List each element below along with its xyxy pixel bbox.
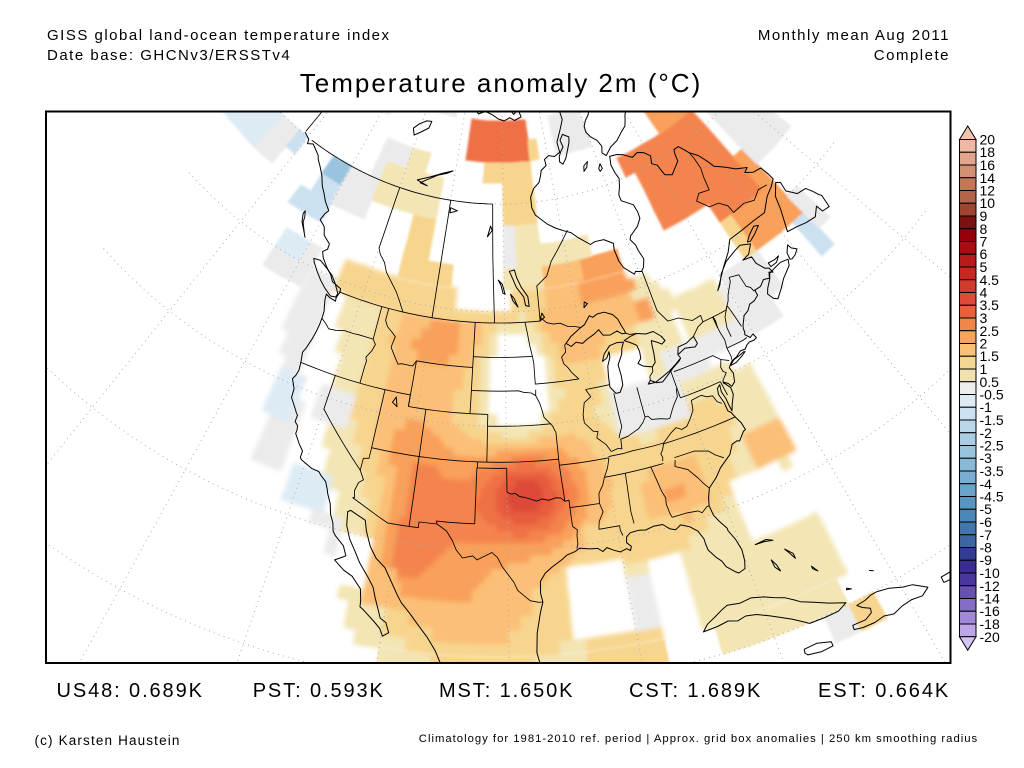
- svg-text:-7: -7: [980, 527, 993, 543]
- svg-text:-14: -14: [980, 591, 1000, 607]
- svg-text:-16: -16: [980, 603, 1000, 619]
- svg-text:-3.5: -3.5: [980, 463, 1004, 479]
- svg-text:16: 16: [980, 157, 996, 173]
- svg-text:-3: -3: [980, 450, 993, 466]
- svg-text:4.5: 4.5: [980, 272, 1000, 288]
- svg-text:9: 9: [980, 208, 988, 224]
- svg-text:-4: -4: [980, 476, 993, 492]
- svg-text:10: 10: [980, 195, 996, 211]
- svg-text:18: 18: [980, 144, 996, 160]
- svg-text:-2: -2: [980, 425, 993, 441]
- svg-text:-20: -20: [980, 629, 1000, 645]
- svg-text:3.5: 3.5: [980, 297, 1000, 313]
- svg-text:2: 2: [980, 336, 988, 352]
- svg-text:7: 7: [980, 234, 988, 250]
- svg-text:4: 4: [980, 285, 988, 301]
- svg-text:1.5: 1.5: [980, 348, 1000, 364]
- svg-text:-12: -12: [980, 578, 1000, 594]
- svg-text:14: 14: [980, 170, 996, 186]
- svg-text:12: 12: [980, 183, 996, 199]
- svg-text:-18: -18: [980, 616, 1000, 632]
- svg-text:5: 5: [980, 259, 988, 275]
- svg-text:-5: -5: [980, 501, 993, 517]
- svg-text:-9: -9: [980, 552, 993, 568]
- svg-text:-2.5: -2.5: [980, 438, 1004, 454]
- svg-text:-4.5: -4.5: [980, 489, 1004, 505]
- svg-text:20: 20: [980, 132, 996, 148]
- svg-text:-1.5: -1.5: [980, 412, 1004, 428]
- svg-text:-0.5: -0.5: [980, 387, 1004, 403]
- svg-text:-10: -10: [980, 565, 1000, 581]
- svg-text:8: 8: [980, 221, 988, 237]
- svg-text:-8: -8: [980, 540, 993, 556]
- svg-text:0.5: 0.5: [980, 374, 1000, 390]
- svg-text:-1: -1: [980, 399, 993, 415]
- svg-text:1: 1: [980, 361, 988, 377]
- svg-text:3: 3: [980, 310, 988, 326]
- svg-text:2.5: 2.5: [980, 323, 1000, 339]
- svg-text:6: 6: [980, 246, 988, 262]
- svg-text:-6: -6: [980, 514, 993, 530]
